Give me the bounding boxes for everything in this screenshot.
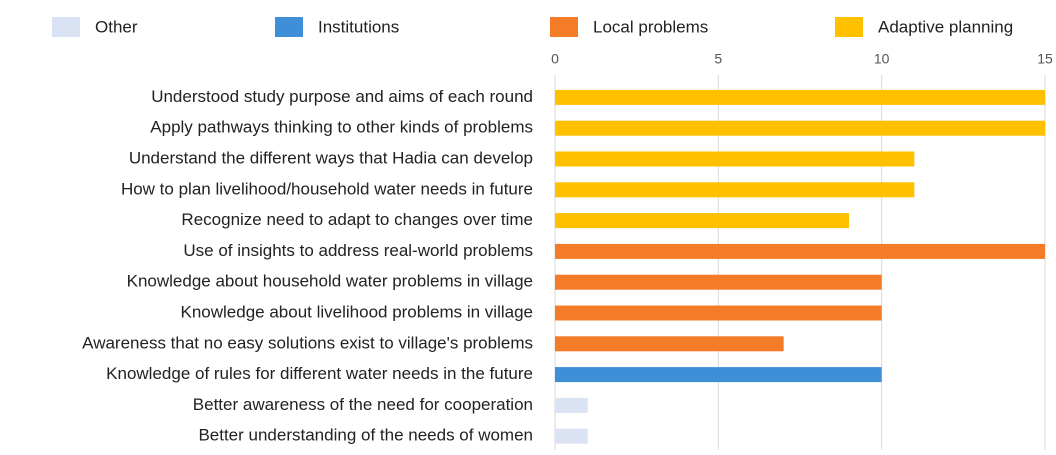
bar <box>555 336 784 352</box>
y-tick-label: Use of insights to address real-world pr… <box>183 241 533 260</box>
x-tick-label: 0 <box>551 51 559 67</box>
bar <box>555 367 882 383</box>
bar <box>555 120 1045 136</box>
legend-label: Other <box>95 17 138 36</box>
y-tick-label: Recognize need to adapt to changes over … <box>181 210 533 229</box>
legend-swatch <box>550 17 578 37</box>
y-tick-label: Understand the different ways that Hadia… <box>129 148 533 167</box>
bar <box>555 213 849 229</box>
legend-label: Local problems <box>593 17 708 36</box>
bar <box>555 243 1045 259</box>
bar <box>555 151 915 167</box>
bar <box>555 305 882 321</box>
x-tick-label: 10 <box>874 51 890 67</box>
bar <box>555 428 588 444</box>
bar <box>555 89 1045 105</box>
x-tick-label: 15 <box>1037 51 1053 67</box>
legend-swatch <box>835 17 863 37</box>
y-tick-label: Better understanding of the needs of wom… <box>198 426 533 445</box>
legend-swatch <box>52 17 80 37</box>
legend-label: Institutions <box>318 17 399 36</box>
bar <box>555 274 882 290</box>
y-tick-label: Understood study purpose and aims of eac… <box>151 87 533 106</box>
legend-label: Adaptive planning <box>878 17 1013 36</box>
bar <box>555 397 588 413</box>
x-tick-label: 5 <box>714 51 722 67</box>
y-tick-label: Knowledge about livelihood problems in v… <box>180 302 533 321</box>
legend-swatch <box>275 17 303 37</box>
y-tick-label: Knowledge about household water problems… <box>127 272 533 291</box>
y-tick-label: Awareness that no easy solutions exist t… <box>82 333 533 352</box>
y-tick-label: Knowledge of rules for different water n… <box>106 364 533 383</box>
bar <box>555 182 915 198</box>
y-tick-label: How to plan livelihood/household water n… <box>121 179 533 198</box>
y-tick-label: Apply pathways thinking to other kinds o… <box>150 118 533 137</box>
y-tick-label: Better awareness of the need for coopera… <box>193 395 533 414</box>
